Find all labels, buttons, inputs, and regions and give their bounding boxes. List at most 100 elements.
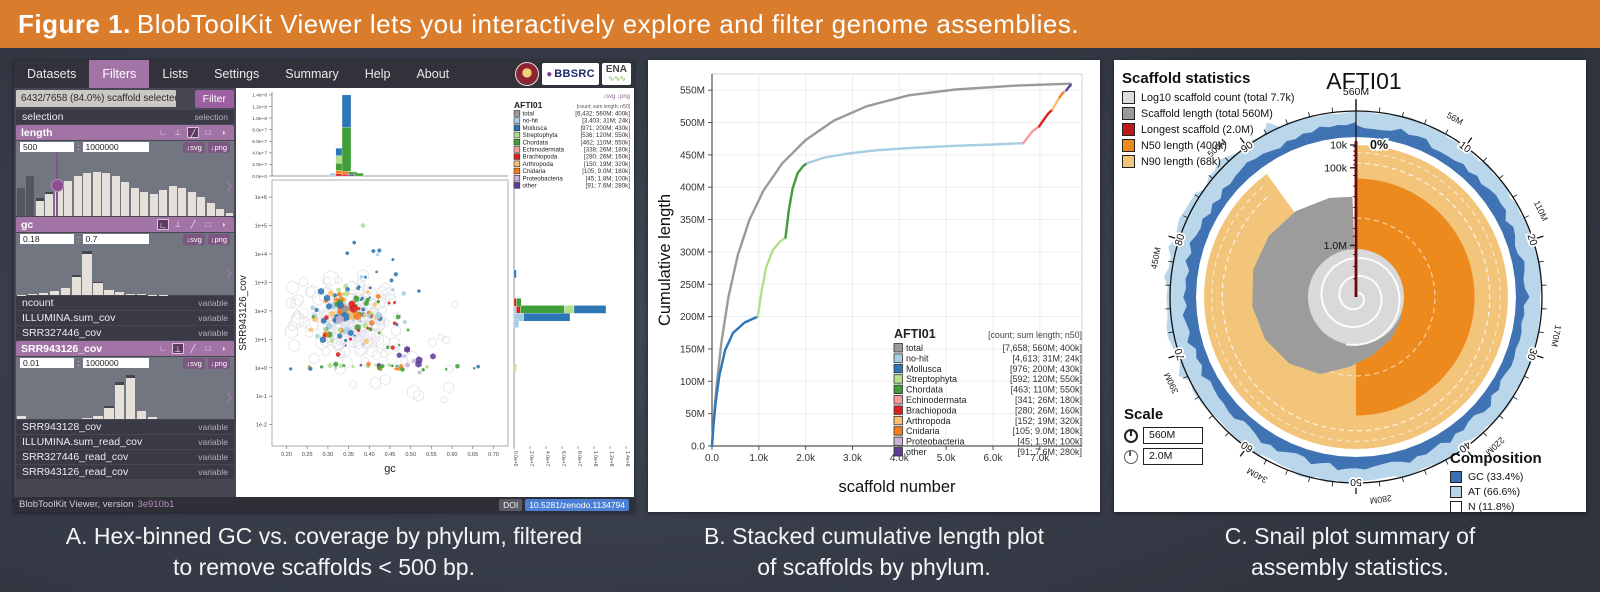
version-link[interactable]: 3e910b1 [137,499,175,510]
legend-swatch [1450,486,1462,498]
pencil-icon[interactable]: ╱ [190,344,196,353]
nav-item-lists[interactable]: Lists [162,67,189,81]
scale-value-box[interactable]: 2.0M [1143,448,1203,465]
sidebar-row-illumina.sum_cov[interactable]: ILLUMINA.sum_cov variable [16,311,234,325]
filter-range-inputs: 0.01:1000000 ↓svg ↓png [16,357,234,369]
axis-tick-icon[interactable]: ⊥ [174,128,182,137]
filter-button[interactable]: Filter [194,89,234,108]
crest-logo[interactable] [515,62,540,86]
filter-header-srr943126_cov[interactable]: SRR943126_cov ∟ ⊥ ╱ □ ◑ [16,341,234,356]
nav-logos: ● BBSRC ENA ∿∿∿ [515,60,634,88]
sidebar-row-ncount[interactable]: ncount variable [16,296,234,310]
nav-item-summary[interactable]: Summary [285,67,339,81]
axis-corner-icon[interactable]: ∟ [157,219,169,230]
sidebar-row-illumina.sum_read_cov[interactable]: ILLUMINA.sum_read_cov variable [16,435,234,449]
range-max-input[interactable]: 0.7 [82,234,149,244]
download-png-button[interactable]: ↓png [207,233,230,245]
pencil-icon[interactable]: ╱ [187,127,199,138]
doi-value[interactable]: 10.5281/zenodo.1134794 [525,498,629,511]
clock-icon [1124,428,1138,443]
range-max-input[interactable]: 1000000 [82,358,149,368]
svg-text:56M: 56M [1445,110,1465,127]
svg-text:6.0k: 6.0k [984,453,1004,464]
scale-value-box[interactable]: 560M [1143,427,1203,444]
svg-text:Echinodermata: Echinodermata [523,147,565,154]
scaffold-selected-status[interactable]: 6432/7658 (84.0%) scaffold selected [16,90,176,107]
pencil-icon[interactable]: ╱ [190,220,196,229]
row-type-label: variable [198,452,228,462]
square-icon[interactable]: □ [205,128,211,137]
svg-text:1.0k: 1.0k [749,453,769,464]
viewer-nav-bar: Datasets Filters Lists Settings Summary Help A… [14,60,634,88]
nav-item-filters[interactable]: Filters [89,60,150,88]
svg-text:1e+3: 1e+3 [255,280,267,286]
svg-text:200M: 200M [680,312,705,323]
download-png-button[interactable]: ↓png [207,141,230,153]
svg-text:total: total [523,111,535,118]
sidebar-row-srr327446_cov[interactable]: SRR327446_cov variable [16,326,234,340]
svg-text:2.0e+7: 2.0e+7 [528,451,534,467]
sidebar-row-srr943128_cov[interactable]: SRR943128_cov variable [16,420,234,434]
blob-legend[interactable]: ↓svg ↓png AFTI01 [count; sum length; n50] t… [513,94,631,190]
doi-badge[interactable]: DOI 10.5281/zenodo.1134794 [499,498,629,511]
nav-item-datasets[interactable]: Datasets [27,67,77,81]
scaffold-statistics-title: Scaffold statistics [1122,70,1251,87]
svg-text:[45; 1.8M; 100k]: [45; 1.8M; 100k] [586,175,631,182]
svg-text:100M: 100M [680,377,705,388]
svg-text:[count; sum length; n50]: [count; sum length; n50] [988,330,1082,340]
chevron-right-icon[interactable]: ❯ [225,267,233,278]
nav-item-settings[interactable]: Settings [214,67,260,81]
half-circle-icon[interactable]: ◑ [220,344,226,353]
filter-header-gc[interactable]: gc ∟ ⊥ ╱ □ ◑ [16,217,234,232]
svg-text:350M: 350M [680,215,705,226]
axis-corner-icon[interactable]: ∟ [159,344,167,353]
half-circle-icon[interactable]: ◑ [220,220,226,229]
chevron-right-icon[interactable]: ❯ [225,391,233,402]
cov-histogram[interactable]: ❯ [16,369,234,419]
svg-text:Cnidaria: Cnidaria [523,168,547,175]
half-circle-icon[interactable]: ◑ [220,128,226,137]
bbsrc-logo[interactable]: ● BBSRC [542,63,599,85]
square-icon[interactable]: □ [205,344,211,353]
range-max-input[interactable]: 1000000 [82,142,149,152]
length-histogram[interactable]: ❯ [16,153,234,216]
gc-histogram[interactable]: ❯ [16,245,234,295]
svg-text:Cnidaria: Cnidaria [906,426,940,436]
download-png-button[interactable]: ↓png [207,357,230,369]
snail-title: AFTI01 [1326,68,1402,94]
sidebar-row-srr943126_read_cov[interactable]: SRR943126_read_cov variable [16,465,234,479]
svg-text:↓svg ↓png: ↓svg ↓png [603,94,630,100]
chevron-right-icon[interactable]: ❯ [225,181,233,192]
legend-swatch [1450,471,1462,483]
axis-corner-icon[interactable]: ∟ [159,128,167,137]
legend-swatch [1122,123,1135,136]
range-min-input[interactable]: 500 [20,142,74,152]
blob-plot-svg[interactable]: 1.4e+8 1.2e+8 1.0e+8 8.0e+7 6.0e+7 4.0e+7 2.0e… [236,88,634,497]
download-svg-button[interactable]: ↓svg [183,233,205,245]
svg-text:0%: 0% [1370,138,1388,152]
nav-item-help[interactable]: Help [364,67,391,81]
figure-header: Figure 1. BlobToolKit Viewer lets you int… [0,0,1600,48]
blob-plot-area[interactable]: 1.4e+8 1.2e+8 1.0e+8 8.0e+7 6.0e+7 4.0e+7 2.0e… [236,88,634,497]
ena-logo[interactable]: ENA ∿∿∿ [601,63,631,85]
range-min-input[interactable]: 0.18 [20,234,74,244]
composition-row: AT (66.6%) [1450,486,1542,498]
range-slider-handle[interactable] [51,178,64,192]
nav-item-about[interactable]: About [416,67,450,81]
svg-text:0.0: 0.0 [705,453,719,464]
svg-text:0.0e+0: 0.0e+0 [512,451,518,467]
svg-text:500M: 500M [680,118,705,129]
download-svg-button[interactable]: ↓svg [183,357,205,369]
svg-text:[536; 120M; 550k]: [536; 120M; 550k] [580,132,630,139]
svg-text:550M: 550M [680,86,705,97]
sidebar-row-selection[interactable]: selection selection [16,110,234,124]
download-svg-button[interactable]: ↓svg [183,141,205,153]
filter-header-length[interactable]: length ∟ ⊥ ╱ □ ◑ [16,125,234,140]
axis-tick-icon[interactable]: ⊥ [174,220,182,229]
sidebar-row-srr327446_read_cov[interactable]: SRR327446_read_cov variable [16,450,234,464]
range-min-input[interactable]: 0.01 [20,358,74,368]
square-icon[interactable]: □ [205,220,211,229]
svg-text:[280; 26M; 160k]: [280; 26M; 160k] [1015,405,1082,415]
svg-text:2.0e+7: 2.0e+7 [252,162,267,168]
axis-tick-icon[interactable]: ⊥ [172,343,184,354]
